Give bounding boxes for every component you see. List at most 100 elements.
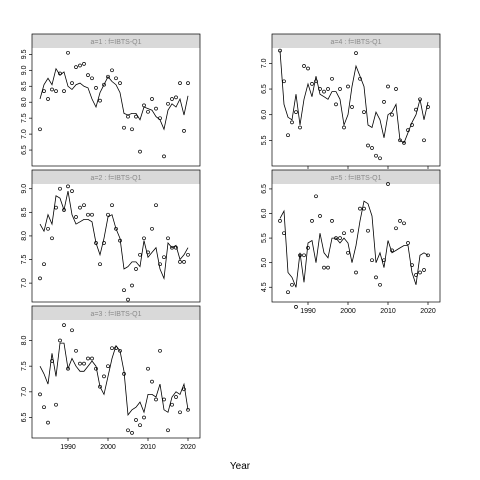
- panel-a4: a=4 : f=IBTS-Q15.56.06.57.01990200020102…: [261, 33, 441, 179]
- data-point: [350, 105, 354, 109]
- data-point: [310, 219, 314, 223]
- data-point: [66, 184, 70, 189]
- data-point: [86, 356, 90, 361]
- data-point: [142, 236, 146, 241]
- data-point: [346, 250, 350, 255]
- data-point: [46, 420, 50, 425]
- data-point: [102, 241, 106, 245]
- panel-strip: [272, 34, 440, 48]
- y-tick-label: 6.0: [261, 209, 268, 219]
- data-point: [110, 203, 114, 208]
- y-tick-label: 7.0: [21, 278, 28, 288]
- data-point: [402, 221, 406, 226]
- data-point: [54, 89, 58, 93]
- data-point: [382, 100, 386, 104]
- data-point: [426, 105, 430, 109]
- fitted-line: [279, 50, 429, 144]
- data-point: [314, 194, 318, 199]
- data-point: [58, 338, 62, 343]
- data-point: [98, 262, 102, 267]
- data-point: [82, 203, 86, 208]
- data-point: [278, 219, 282, 223]
- y-tick-label: 5.5: [261, 233, 268, 243]
- data-point: [38, 392, 42, 397]
- data-point: [374, 153, 378, 158]
- data-point: [78, 205, 82, 210]
- data-point: [334, 236, 338, 240]
- data-point: [410, 263, 414, 267]
- data-point: [342, 125, 346, 130]
- data-point: [98, 98, 102, 103]
- panel-strip: [272, 170, 440, 184]
- data-point: [174, 395, 178, 399]
- data-point: [74, 65, 78, 69]
- data-point: [114, 346, 118, 351]
- data-point: [166, 428, 170, 433]
- data-point: [370, 258, 374, 263]
- panel-a1: a=1 : f=IBTS-Q1 6.5 7.0 7.5 8.0 8.5 9.0 9.5: [21, 33, 201, 167]
- data-point: [394, 87, 398, 91]
- data-point: [154, 106, 158, 111]
- data-point: [138, 149, 142, 154]
- data-point: [354, 270, 358, 275]
- data-point: [378, 156, 382, 161]
- data-point: [338, 236, 342, 240]
- y-tick-label: 7.5: [21, 361, 28, 371]
- data-point: [74, 348, 78, 353]
- data-point: [158, 262, 162, 267]
- data-point: [110, 346, 114, 351]
- panel-frame: [271, 169, 441, 303]
- data-point: [362, 110, 366, 114]
- panel-frame: [271, 33, 441, 167]
- data-point: [118, 348, 122, 353]
- y-tick-label: 4.5: [261, 282, 268, 292]
- data-point: [350, 228, 354, 233]
- data-point: [370, 146, 374, 150]
- data-point: [102, 82, 106, 87]
- data-point: [302, 64, 306, 68]
- data-point: [410, 123, 414, 127]
- data-point: [294, 305, 298, 309]
- data-point: [90, 356, 94, 361]
- y-tick-label: 5.5: [261, 135, 268, 145]
- x-tick-label: 2010: [380, 308, 396, 315]
- data-point: [134, 267, 138, 271]
- panel-frame: [31, 33, 201, 167]
- data-point: [358, 206, 362, 211]
- data-point: [42, 405, 46, 410]
- data-point: [46, 226, 50, 231]
- data-point: [162, 255, 166, 260]
- data-point: [78, 361, 82, 366]
- data-point: [154, 397, 158, 402]
- data-point: [146, 109, 150, 114]
- data-point: [126, 428, 130, 433]
- data-point: [306, 246, 310, 250]
- data-point: [398, 138, 402, 143]
- data-point: [406, 241, 410, 245]
- data-point: [390, 112, 394, 117]
- y-tick-label: 9.5: [21, 49, 28, 59]
- panel-title: a=5 : f=IBTS-Q1: [331, 175, 382, 182]
- data-point: [414, 273, 418, 277]
- data-point: [354, 51, 358, 55]
- fitted-line: [39, 67, 189, 131]
- data-point: [174, 95, 178, 100]
- data-point: [150, 379, 154, 384]
- data-point: [366, 143, 370, 148]
- data-point: [138, 423, 142, 428]
- data-point: [130, 127, 134, 132]
- data-point: [386, 182, 390, 186]
- y-tick-label: 6.5: [261, 184, 268, 194]
- data-point: [146, 366, 150, 371]
- data-point: [150, 226, 154, 231]
- data-point: [130, 431, 134, 435]
- data-point: [150, 97, 154, 101]
- data-point: [414, 107, 418, 112]
- data-point: [298, 253, 302, 258]
- data-point: [162, 154, 166, 159]
- data-point: [326, 265, 330, 270]
- data-point: [186, 407, 190, 412]
- y-tick-label: 8.0: [21, 336, 28, 346]
- y-tick-label: 9.0: [21, 65, 28, 75]
